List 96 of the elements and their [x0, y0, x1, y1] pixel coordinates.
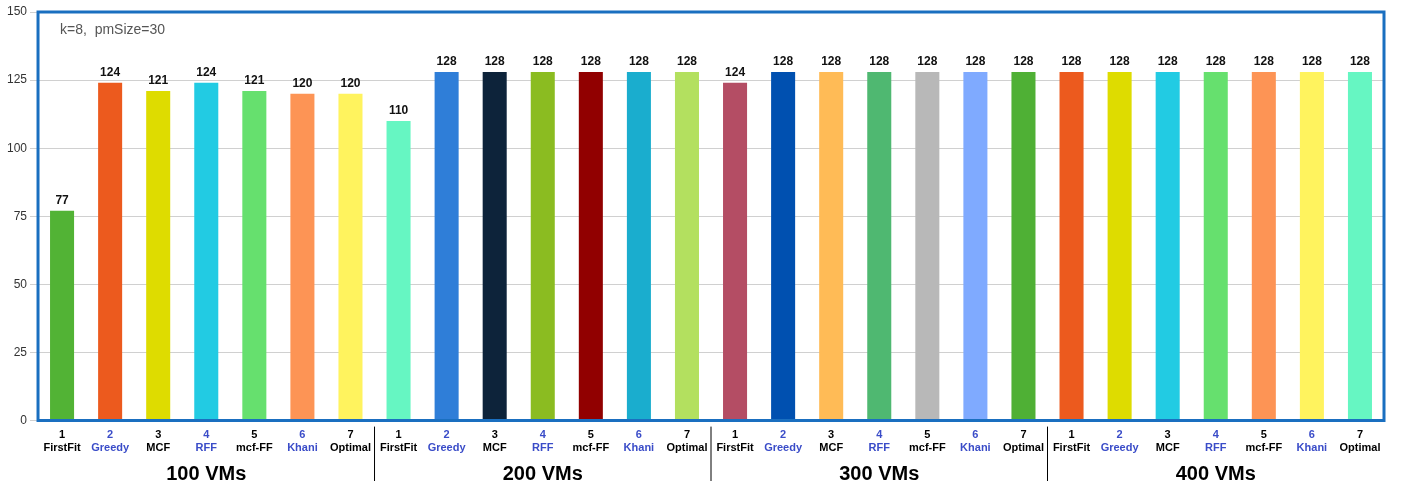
bar — [434, 71, 459, 421]
x-tick-label: 4 RFF — [868, 428, 891, 454]
data-label: 128 — [917, 54, 938, 69]
text: 300 VMs — [839, 462, 920, 481]
y-tick-label: 50 — [13, 276, 28, 291]
x-tick-label: 4 RFF — [195, 428, 218, 454]
x-tick-label: 6 Khani — [623, 428, 655, 454]
data-label: 121 — [148, 73, 169, 88]
bar — [963, 71, 988, 421]
x-tick-label: 3 MCF — [146, 428, 171, 454]
bar — [386, 120, 411, 421]
x-tick-label: 3 MCF — [482, 428, 507, 454]
data-label: 128 — [1013, 54, 1034, 69]
x-tick-label: 6 Khani — [960, 428, 991, 454]
bar — [50, 210, 75, 421]
x-tick-label: 2 Greedy — [764, 428, 803, 454]
x-tick-label: 3 MCF — [819, 428, 844, 454]
x-tick-label: 2 Greedy — [91, 428, 130, 454]
bar — [626, 71, 651, 421]
x-tick-label: 3 MCF — [1155, 428, 1180, 454]
data-label: 124 — [725, 65, 746, 80]
text: 200 VMs — [502, 462, 583, 481]
bar — [146, 91, 171, 421]
x-tick-label: 5 mcf-FF — [572, 428, 610, 454]
bar — [578, 71, 603, 421]
text: 100 VMs — [166, 462, 247, 481]
data-label: 128 — [1205, 54, 1227, 69]
data-label: 128 — [965, 54, 986, 69]
x-tick-label: 2 Greedy — [1100, 428, 1140, 454]
data-label: 128 — [1301, 54, 1323, 69]
bar — [98, 82, 123, 421]
data-label: 128 — [436, 54, 457, 69]
x-tick-label: 7 Optimal — [666, 428, 708, 454]
x-tick-label: 5 mcf-FF — [236, 428, 273, 454]
bar — [771, 71, 796, 421]
x-tick-label: 6 Khani — [1296, 428, 1328, 454]
data-label: 128 — [1349, 54, 1371, 69]
bar — [915, 71, 940, 421]
x-tick-label: 4 RFF — [1205, 428, 1227, 454]
bar — [194, 82, 219, 421]
x-tick-label: 6 Khani — [287, 428, 318, 454]
bar — [338, 93, 363, 421]
y-tick-label: 150 — [6, 4, 28, 19]
x-tick-label: 1 FirstFit — [43, 428, 82, 454]
bar — [1059, 71, 1084, 421]
text: k=8, pmSize=30 — [60, 20, 166, 37]
bar — [482, 71, 507, 421]
data-label: 120 — [340, 76, 361, 91]
bar — [867, 71, 892, 421]
data-label: 128 — [1253, 54, 1275, 69]
bar — [530, 71, 555, 421]
x-tick-label: 5 mcf-FF — [908, 428, 946, 454]
x-tick-label: 1 FirstFit — [716, 428, 755, 454]
text: 400 VMs — [1175, 462, 1256, 481]
y-tick-label: 75 — [13, 208, 28, 223]
bar — [819, 71, 844, 421]
data-label: 128 — [580, 54, 602, 69]
x-tick-label: 4 RFF — [532, 428, 554, 454]
bar — [723, 82, 748, 421]
data-label: 128 — [821, 54, 842, 69]
data-label: 128 — [532, 54, 554, 69]
x-tick-label: 1 FirstFit — [379, 428, 418, 454]
x-tick-label: 1 FirstFit — [1052, 428, 1091, 454]
x-tick-label: 7 Optimal — [1002, 428, 1044, 454]
y-tick-label: 125 — [6, 72, 28, 87]
y-tick-label: 100 — [6, 140, 28, 155]
x-tick-label: 5 mcf-FF — [1245, 428, 1283, 454]
x-tick-label: 7 Optimal — [330, 428, 371, 454]
y-tick-label: 25 — [13, 344, 28, 359]
bar — [1299, 71, 1324, 421]
bar — [674, 71, 699, 421]
data-label: 124 — [196, 65, 217, 80]
data-label: 120 — [292, 76, 313, 91]
bar — [1011, 71, 1036, 421]
bar — [242, 91, 267, 421]
data-label: 110 — [388, 103, 409, 118]
y-tick-label: 0 — [20, 412, 28, 427]
data-label: 128 — [1157, 54, 1179, 69]
x-tick-label: 2 Greedy — [427, 428, 467, 454]
bar — [1203, 71, 1228, 421]
data-label: 77 — [55, 193, 70, 208]
bar — [1251, 71, 1276, 421]
bar — [1347, 71, 1372, 421]
data-label: 128 — [628, 54, 650, 69]
bar — [1155, 71, 1180, 421]
data-label: 128 — [1061, 54, 1082, 69]
bar — [1107, 71, 1132, 421]
x-tick-label: 7 Optimal — [1339, 428, 1381, 454]
data-label: 128 — [484, 54, 506, 69]
data-label: 124 — [100, 65, 121, 80]
data-label: 121 — [244, 73, 265, 88]
data-label: 128 — [1109, 54, 1130, 69]
bar — [290, 93, 315, 421]
data-label: 128 — [773, 54, 794, 69]
data-label: 128 — [869, 54, 890, 69]
data-label: 128 — [676, 54, 698, 69]
